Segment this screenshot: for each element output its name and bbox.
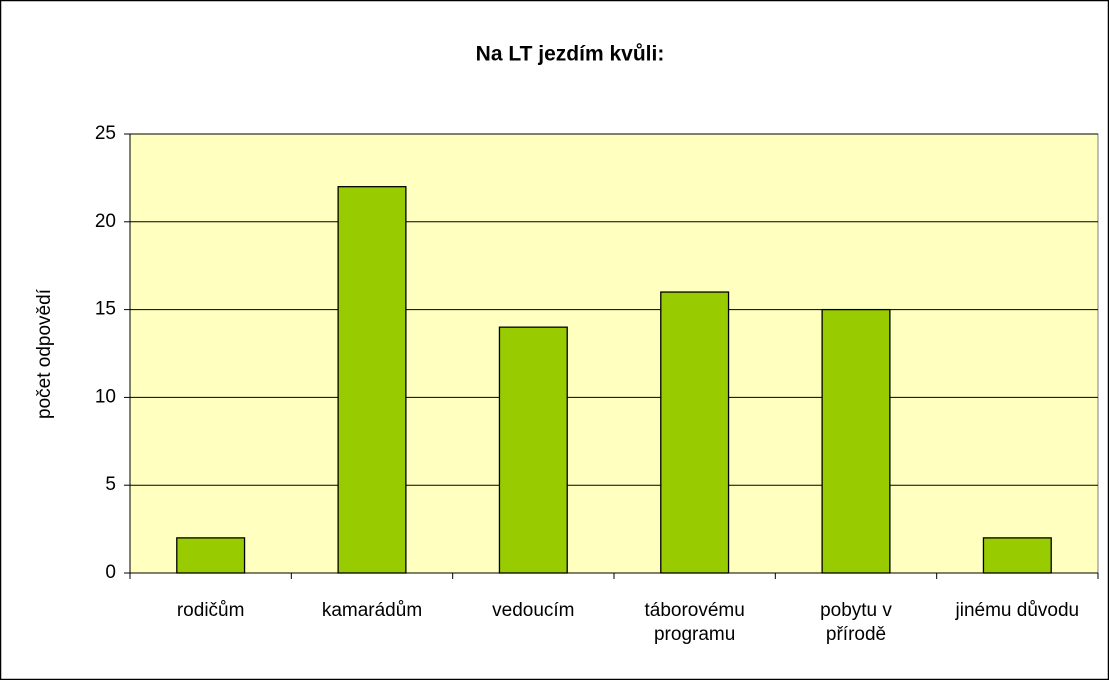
x-tick-label: rodičům xyxy=(176,600,245,621)
bar xyxy=(337,186,407,574)
x-tick-label: jinému důvodu xyxy=(955,600,1080,621)
x-tick-label: vedoucím xyxy=(492,600,575,621)
y-tick-label: 10 xyxy=(95,386,116,407)
y-tick-label: 25 xyxy=(95,123,116,144)
bar xyxy=(660,291,730,574)
bar xyxy=(821,308,891,574)
y-tick-label: 15 xyxy=(95,299,116,320)
bar xyxy=(498,326,568,574)
chart-title: Na LT jezdím kvůli: xyxy=(476,43,665,66)
bar xyxy=(982,537,1052,574)
y-tick-label: 5 xyxy=(105,474,116,495)
plot-area xyxy=(129,133,1099,574)
x-tick-label: kamarádům xyxy=(321,600,423,621)
x-tick-label: táborovému programu xyxy=(644,600,745,645)
y-tick-label: 0 xyxy=(105,562,116,583)
bar xyxy=(176,537,246,574)
y-axis-label: počet odpovědí xyxy=(34,288,55,419)
x-tick-label: pobytu v přírodě xyxy=(820,600,892,645)
y-tick-label: 20 xyxy=(95,211,116,232)
